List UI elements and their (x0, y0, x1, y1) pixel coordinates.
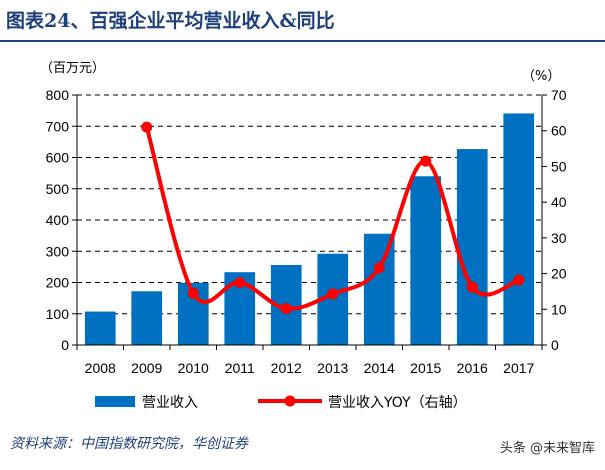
legend-line-label: 营业收入YOY（右轴） (328, 395, 467, 411)
y-left-unit: （百万元） (40, 61, 105, 76)
yoy-point-2014 (373, 262, 385, 274)
x-tick-label: 2012 (271, 360, 302, 376)
x-tick-label: 2016 (457, 360, 488, 376)
y-left-tick-label: 300 (46, 243, 70, 259)
yoy-point-2010 (187, 287, 199, 299)
y-right-tick-label: 10 (551, 301, 567, 317)
bar-2009 (131, 291, 163, 345)
yoy-point-2017 (513, 274, 525, 286)
y-left-tick-label: 100 (46, 306, 70, 322)
x-tick-label: 2008 (85, 360, 116, 376)
bar-2017 (503, 113, 535, 345)
watermark: 头条 @未来智库 (499, 441, 595, 456)
source-note: 资料来源：中国指数研究院，华创证券 (10, 436, 248, 452)
x-tick-label: 2010 (178, 360, 209, 376)
y-left-tick-label: 700 (46, 118, 70, 134)
y-right-tick-label: 40 (551, 194, 567, 210)
yoy-point-2009 (141, 121, 153, 133)
legend-bar-swatch (95, 396, 135, 407)
bar-2015 (410, 176, 442, 345)
yoy-point-2016 (466, 281, 478, 293)
yoy-point-2015 (420, 155, 432, 167)
yoy-point-2011 (234, 277, 246, 288)
y-left-tick-label: 600 (46, 150, 70, 166)
chart-title: 图表24、百强企业平均营业收入&同比 (6, 10, 335, 32)
yoy-point-2012 (280, 303, 292, 315)
y-left-tick-label: 200 (46, 275, 70, 291)
yoy-point-2013 (327, 288, 339, 300)
y-right-tick-label: 0 (551, 337, 559, 353)
y-right-tick-label: 50 (551, 158, 567, 174)
y-right-unit: （%） (522, 69, 560, 84)
y-right-tick-label: 30 (551, 230, 567, 246)
x-tick-label: 2013 (317, 360, 348, 376)
title-divider (0, 40, 605, 42)
x-tick-label: 2015 (410, 360, 441, 376)
bar-2016 (456, 149, 488, 345)
x-tick-label: 2014 (364, 360, 395, 376)
y-left-tick-label: 400 (46, 212, 70, 228)
legend-bar-label: 营业收入 (142, 395, 198, 411)
x-tick-label: 2009 (131, 360, 162, 376)
legend-line-marker (284, 395, 296, 407)
y-right-tick-label: 70 (551, 87, 567, 103)
y-left-tick-label: 800 (46, 87, 70, 103)
bar-2014 (363, 233, 395, 345)
x-tick-label: 2017 (503, 360, 534, 376)
y-right-tick-label: 20 (551, 266, 567, 282)
y-left-tick-label: 500 (46, 181, 70, 197)
x-tick-label: 2011 (225, 360, 255, 376)
y-left-tick-label: 0 (61, 337, 69, 353)
y-right-tick-label: 60 (551, 123, 567, 139)
bar-2008 (84, 311, 116, 345)
